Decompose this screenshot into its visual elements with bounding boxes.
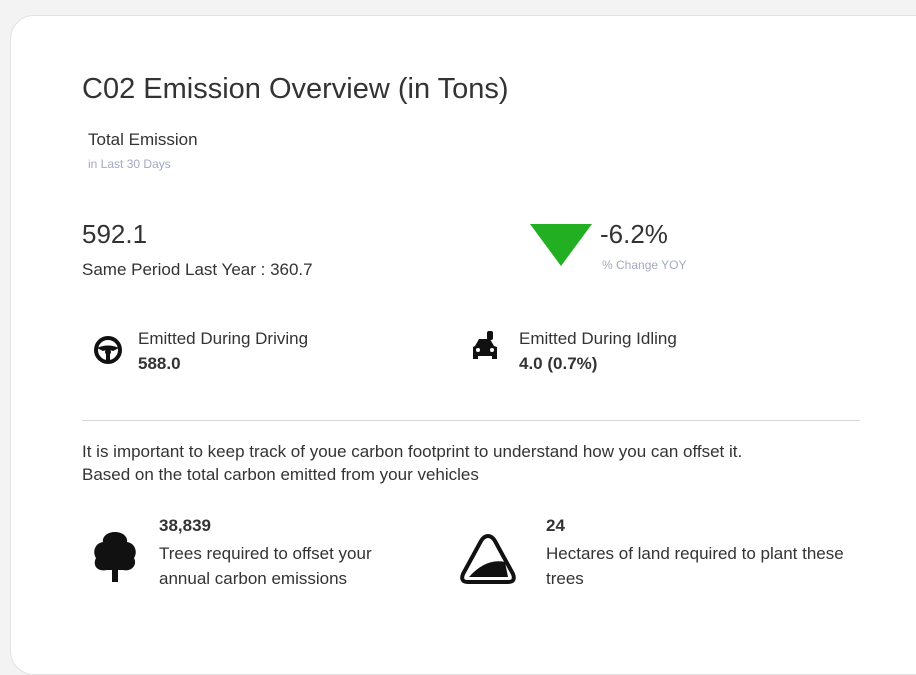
trees-label: Trees required to offset your annual car…: [159, 544, 372, 588]
divider: [82, 420, 860, 421]
change-value: -6.2%: [600, 219, 668, 249]
card: [10, 15, 916, 675]
total-value: 592.1: [82, 219, 148, 249]
note-line: Based on the total carbon emitted from y…: [82, 465, 479, 484]
note-line: It is important to keep track of youe ca…: [82, 442, 743, 461]
car-icon: [473, 331, 497, 359]
tree-icon: [94, 532, 136, 582]
land-icon: [460, 533, 516, 584]
card-title: C02 Emission Overview (in Tons): [82, 73, 509, 105]
land-value: 24: [546, 516, 565, 535]
change-label: % Change YOY: [602, 258, 687, 272]
trees-value: 38,839: [159, 516, 211, 535]
steering-icon: [94, 336, 122, 364]
driving-value: 588.0: [138, 354, 181, 373]
down-triangle: [530, 224, 592, 266]
total-period: in Last 30 Days: [88, 157, 171, 171]
idling-value: 4.0 (0.7%): [519, 354, 598, 373]
total-label: Total Emission: [88, 130, 198, 149]
last-year: Same Period Last Year : 360.7: [82, 260, 313, 279]
page: C02 Emission Overview (in Tons) Total Em…: [10, 15, 916, 675]
idling-label: Emitted During Idling: [519, 329, 677, 348]
land-label: Hectares of land required to plant these…: [546, 544, 844, 588]
driving-label: Emitted During Driving: [138, 329, 309, 348]
